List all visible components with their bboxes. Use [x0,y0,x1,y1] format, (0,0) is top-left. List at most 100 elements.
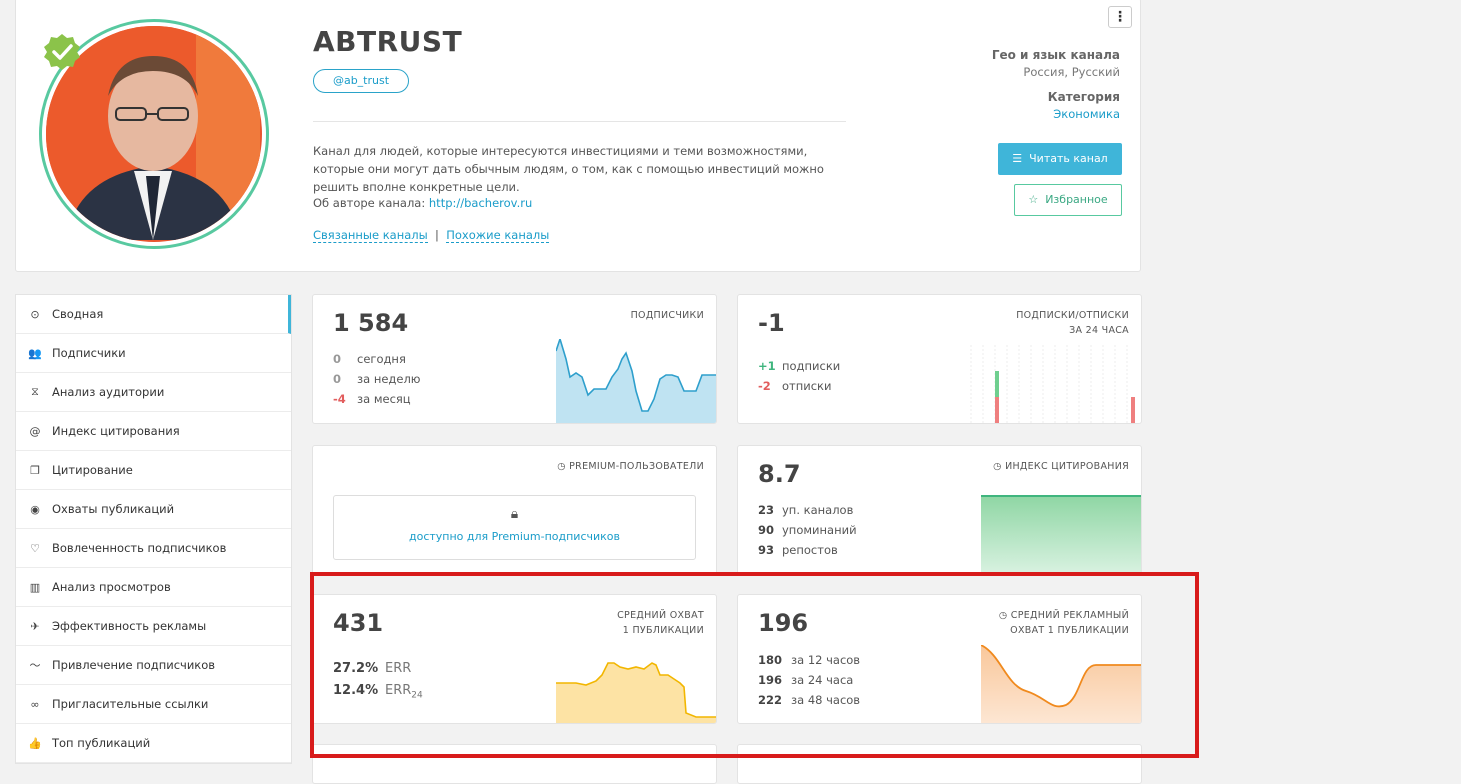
row-number: +1 [758,359,776,373]
premium-locked-link[interactable]: доступно для Premium-подписчиков [409,530,620,543]
row-label: за неделю [357,372,421,386]
list-item: 0 за неделю [333,369,420,389]
avg-reach-sparkline[interactable] [556,657,716,723]
sidebar-item-icon: 👥 [28,346,42,360]
sidebar-item[interactable]: ◉ Охваты публикаций [16,490,291,529]
row-label: упоминаний [782,523,857,537]
sidebar-item-icon: ∞ [30,697,40,711]
list-item: -2 отписки [758,376,840,396]
list-item: 180 за 12 часов [758,650,860,670]
category-label: Категория [1047,90,1120,104]
avg-ad-reach-rows: 180 за 12 часов 196 за 24 часа 222 за 48 ча… [758,650,860,710]
avg-ad-reach-value: 196 [758,609,809,637]
avg-ad-reach-sparkline[interactable] [981,645,1141,723]
favorite-label: Избранное [1045,193,1108,206]
avg-reach-card: 431 СРЕДНИЙ ОХВАТ 1 ПУБЛИКАЦИИ 27.2% ERR … [312,594,717,724]
sidebar-item-label: Индекс цитирования [52,424,180,438]
subscribers-sparkline[interactable] [556,339,716,423]
author-link[interactable]: http://bacherov.ru [428,196,533,210]
sidebar-item[interactable]: 👍 Топ публикаций [16,724,291,763]
geo-value: Россия, Русский [1023,65,1120,79]
row-label: за месяц [357,392,411,406]
sidebar-item-label: Сводная [52,307,104,321]
sidebar-item[interactable]: @ Индекс цитирования [16,412,291,451]
list-item: 196 за 24 часа [758,670,860,690]
subscribers-label: ПОДПИСЧИКИ [630,310,704,321]
sidebar-item-label: Вовлеченность подписчиков [52,541,227,555]
related-links: Связанные каналы | Похожие каналы [313,228,550,243]
sidebar-item-icon: ❐ [30,463,40,477]
kebab-menu-icon[interactable]: ⋮ [1108,6,1132,28]
row-label: сегодня [357,352,406,366]
list-item: 90 упоминаний [758,520,857,540]
channel-title: ABTRUST [313,25,463,58]
subscribers-rows: 0 сегодня 0 за неделю -4 за месяц [333,349,420,409]
row-label: ERR [385,661,412,676]
citation-label-text: ИНДЕКС ЦИТИРОВАНИЯ [1005,461,1129,472]
sidebar-item-label: Анализ аудитории [52,385,165,399]
row-label: подписки [782,359,841,373]
clock-icon: ◷ [557,461,566,472]
list-item: 93 репостов [758,540,857,560]
list-item: -4 за месяц [333,389,420,409]
sidebar-item[interactable]: ♡ Вовлеченность подписчиков [16,529,291,568]
clock-icon: ◷ [998,610,1008,621]
avg-ad-reach-card: 196 ◷ СРЕДНИЙ РЕКЛАМНЫЙ ОХВАТ 1 ПУБЛИКАЦ… [737,594,1142,724]
sidebar-item[interactable]: ⊙ Сводная [16,295,291,334]
citation-area-chart[interactable] [981,494,1141,574]
subscribers-card: 1 584 ПОДПИСЧИКИ 0 сегодня 0 за неделю -4 з… [312,294,717,424]
row-label-subscript: 24 [411,690,423,701]
star-icon: ☆ [1028,193,1039,206]
sidebar-item-label: Анализ просмотров [52,580,171,594]
row-number: -4 [333,392,346,406]
sidebar-item-label: Топ публикаций [52,736,151,750]
author-label: Об авторе канала: [313,196,426,210]
sidebar-item[interactable]: ⧖ Анализ аудитории [16,373,291,412]
subs-unsubs-card: -1 ПОДПИСКИ/ОТПИСКИ ЗА 24 ЧАСА +1 подписк… [737,294,1142,424]
sidebar-item-label: Эффективность рекламы [52,619,207,633]
sidebar-item-label: Цитирование [52,463,133,477]
sidebar-item[interactable]: ✈ Эффективность рекламы [16,607,291,646]
row-label: за 48 часов [791,693,861,707]
related-channels-link[interactable]: Связанные каналы [313,228,428,243]
sidebar-item[interactable]: ❐ Цитирование [16,451,291,490]
similar-channels-link[interactable]: Похожие каналы [446,228,550,243]
lock-icon: 🔒︎ [510,506,519,522]
citation-value: 8.7 [758,460,801,488]
row-number: 0 [333,372,342,386]
subs-unsubs-label-line1: ПОДПИСКИ/ОТПИСКИ [1016,310,1129,321]
geo-block: Гео и язык канала Россия, Русский [992,48,1120,79]
sidebar-item-label: Пригласительные ссылки [52,697,209,711]
row-number: 12.4% [333,683,379,698]
sidebar-item-label: Подписчики [52,346,126,360]
row-label: уп. каналов [782,503,854,517]
row-number: 180 [758,653,783,667]
sidebar-item-icon: ▥ [29,580,41,594]
clock-icon: ◷ [993,461,1002,472]
sidebar-item[interactable]: ∞ Пригласительные ссылки [16,685,291,724]
sidebar-item-icon: ◉ [30,502,40,516]
avg-ad-reach-label-line2: ОХВАТ 1 ПУБЛИКАЦИИ [1010,625,1129,636]
subs-unsubs-rows: +1 подписки -2 отписки [758,356,840,396]
premium-card: ◷ PREMIUM-ПОЛЬЗОВАТЕЛИ 🔒︎ доступно для P… [312,445,717,575]
subs-unsubs-value: -1 [758,309,785,337]
subs-unsubs-bar-chart[interactable] [961,345,1141,423]
row-label: репостов [782,543,838,557]
category-link[interactable]: Экономика [1053,107,1120,121]
row-number: 0 [333,352,342,366]
list-item: 222 за 48 часов [758,690,860,710]
sidebar-item[interactable]: 〜 Привлечение подписчиков [16,646,291,685]
citation-card: 8.7 ◷ ИНДЕКС ЦИТИРОВАНИЯ 23 уп. каналов 9… [737,445,1142,575]
list-item: +1 подписки [758,356,840,376]
row-label: за 12 часов [791,653,861,667]
avg-ad-reach-label: ◷ СРЕДНИЙ РЕКЛАМНЫЙ ОХВАТ 1 ПУБЛИКАЦИИ [999,608,1129,638]
favorite-button[interactable]: ☆ Избранное [1014,184,1122,216]
sidebar-item[interactable]: ▥ Анализ просмотров [16,568,291,607]
category-block: Категория Экономика [1048,90,1120,121]
read-channel-button[interactable]: ☰ Читать канал [998,143,1122,175]
channel-handle-link[interactable]: @ab_trust [313,69,409,93]
sidebar-item[interactable]: 👥 Подписчики [16,334,291,373]
avg-ad-reach-label-line1: СРЕДНИЙ РЕКЛАМНЫЙ [1010,610,1129,621]
channel-description: Канал для людей, которые интересуются ин… [313,144,824,194]
sidebar-item-icon: ⧖ [31,385,39,398]
